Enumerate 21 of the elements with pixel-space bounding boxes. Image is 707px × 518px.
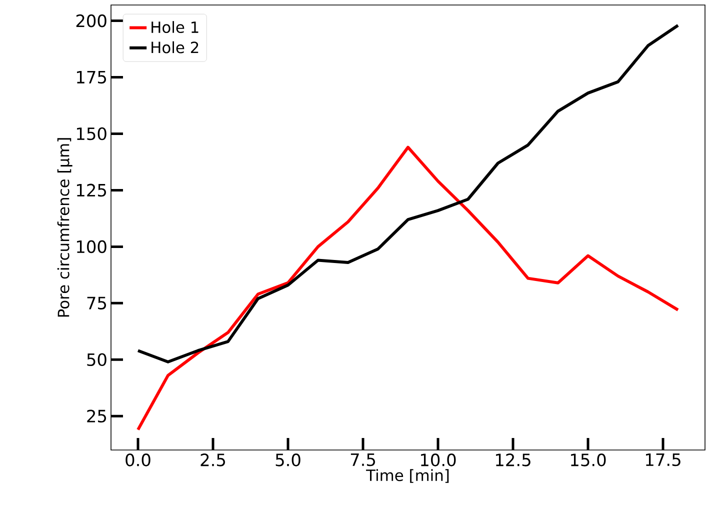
y-tick-label: 200	[76, 14, 106, 28]
x-axis-title: Time [min]	[366, 469, 449, 483]
x-tick-label: 15.0	[571, 454, 606, 466]
x-tick-label: 5.0	[276, 454, 300, 466]
y-tick-label: 125	[77, 184, 106, 197]
x-tick-label: 2.5	[200, 454, 225, 466]
y-axis-title: Pore circumfrence [μm]	[57, 138, 72, 317]
x-tick-label: 7.5	[350, 454, 375, 466]
x-tick-label: 10.0	[421, 454, 456, 466]
y-tick-label: 150	[77, 127, 106, 140]
x-tick-label: 0.0	[126, 454, 150, 466]
y-tick-label: 50	[87, 353, 106, 366]
legend-label: Hole 2	[152, 41, 198, 54]
x-tick-label: 17.5	[646, 454, 680, 466]
y-tick-label: 75	[87, 296, 106, 310]
line-series	[136, 146, 680, 432]
y-tick-label: 100	[77, 240, 106, 254]
x-tick-label: 12.5	[496, 454, 530, 466]
y-tick-label: 175	[77, 70, 106, 84]
legend-label: Hole 1	[152, 21, 198, 34]
y-tick-label: 25	[87, 410, 106, 423]
